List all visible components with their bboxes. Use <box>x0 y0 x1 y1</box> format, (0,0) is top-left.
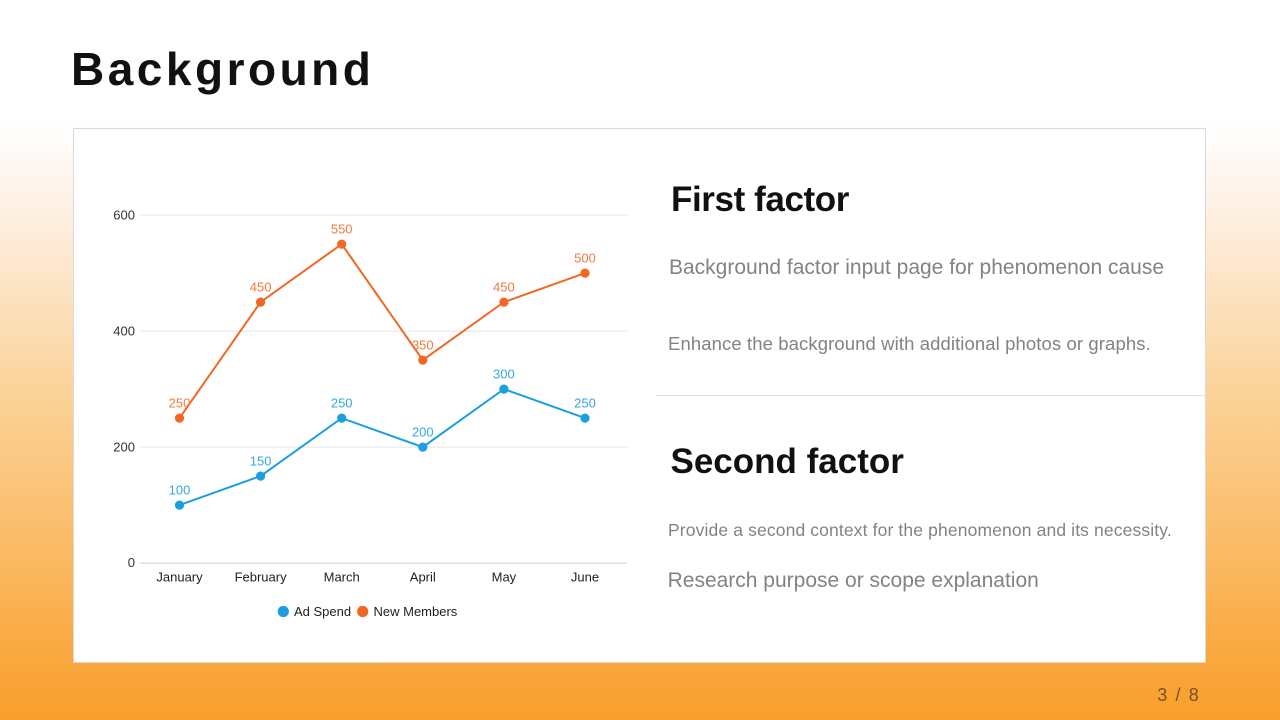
svg-text:450: 450 <box>493 279 515 294</box>
svg-text:0: 0 <box>128 555 135 570</box>
svg-text:New Members: New Members <box>374 604 458 619</box>
svg-text:April: April <box>410 570 436 585</box>
svg-text:January: January <box>156 570 203 585</box>
svg-text:March: March <box>324 570 360 585</box>
svg-text:200: 200 <box>412 424 434 439</box>
svg-text:250: 250 <box>331 395 353 410</box>
svg-text:450: 450 <box>250 279 272 294</box>
svg-text:February: February <box>235 570 288 585</box>
svg-text:100: 100 <box>169 482 191 497</box>
svg-text:400: 400 <box>113 324 135 339</box>
svg-text:550: 550 <box>331 221 353 236</box>
svg-text:250: 250 <box>169 395 191 410</box>
svg-text:600: 600 <box>113 208 135 223</box>
svg-text:300: 300 <box>493 366 515 381</box>
svg-text:350: 350 <box>412 337 434 352</box>
svg-text:500: 500 <box>574 250 596 265</box>
svg-text:June: June <box>571 570 599 585</box>
svg-text:250: 250 <box>574 395 596 410</box>
svg-text:200: 200 <box>113 440 135 455</box>
svg-text:May: May <box>492 570 517 585</box>
svg-text:150: 150 <box>250 453 272 468</box>
svg-text:Ad Spend: Ad Spend <box>294 604 351 619</box>
